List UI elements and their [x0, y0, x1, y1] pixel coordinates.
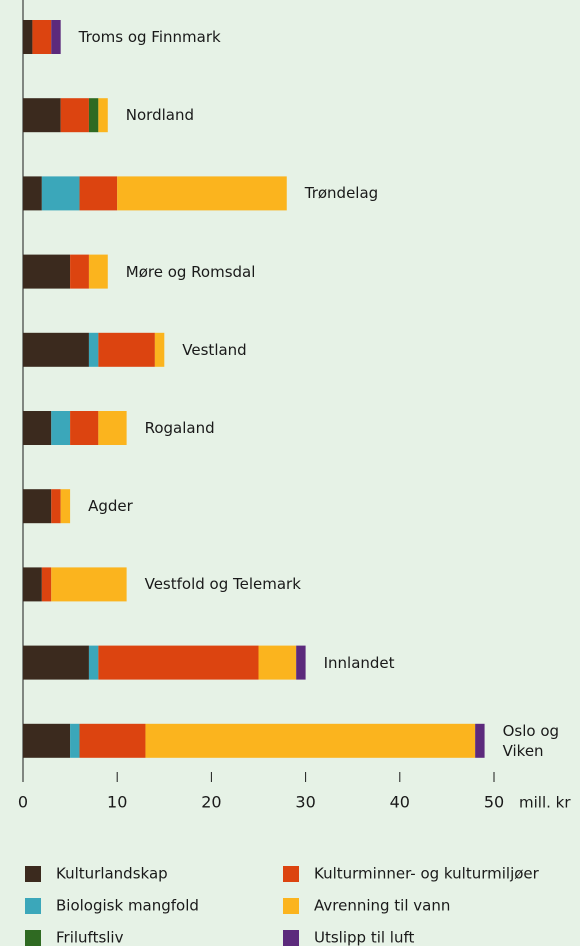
category-label: Troms og Finnmark	[78, 28, 221, 46]
legend-label: Kulturlandskap	[56, 865, 168, 883]
legend-label: Biologisk mangfold	[56, 897, 199, 915]
legend-label: Utslipp til luft	[314, 929, 414, 946]
x-tick-label: 20	[201, 793, 221, 812]
bar-segment	[98, 98, 108, 133]
bar-segment	[145, 723, 476, 758]
bar-segment	[32, 20, 52, 54]
legend-swatch	[283, 866, 299, 882]
x-tick-label: 30	[295, 793, 315, 812]
bar-segment	[88, 332, 99, 367]
bar-segment	[23, 567, 42, 602]
bar-segment	[70, 411, 99, 445]
legend-label: Friluftsliv	[56, 929, 124, 946]
category-label: Agder	[88, 497, 133, 516]
category-label: Møre og Romsdal	[125, 262, 256, 281]
bar-segment	[51, 411, 71, 445]
bar-segment	[88, 98, 99, 133]
bar-segment	[41, 176, 80, 211]
bar-segment	[98, 332, 155, 367]
bar-segment	[79, 176, 118, 211]
bar-segment	[23, 489, 52, 524]
legend-swatch	[283, 930, 299, 946]
bar-segment	[70, 723, 80, 758]
category-label: Innlandet	[323, 653, 395, 672]
category-label: Oslo og Viken	[502, 721, 560, 760]
bar-segment	[51, 489, 61, 524]
bar-segment	[117, 176, 287, 211]
bar-segment	[154, 332, 165, 367]
bar-segment	[98, 411, 127, 445]
bar-segment	[23, 723, 71, 758]
bar-segment	[23, 176, 42, 211]
bar-segment	[23, 332, 89, 367]
bar-segment	[70, 254, 89, 289]
category-label: Rogaland	[144, 419, 215, 437]
bar-segment	[23, 20, 33, 54]
bar-segment	[23, 645, 89, 680]
x-tick-label: 10	[107, 793, 127, 812]
legend-swatch	[25, 866, 41, 882]
bar-segment	[23, 411, 52, 445]
legend-label: Avrenning til vann	[314, 897, 450, 915]
x-unit: mill. kr	[519, 794, 571, 812]
bar-segment	[60, 98, 89, 133]
legend-label: Kulturminner- og kulturmiljøer	[314, 865, 540, 883]
category-label: Vestland	[182, 340, 247, 359]
bar-segment	[296, 645, 306, 680]
bar-segment	[88, 645, 99, 680]
category-label: Vestfold og Telemark	[144, 575, 301, 594]
bar-segment	[41, 567, 52, 602]
bar-segment	[23, 98, 61, 133]
category-label: Nordland	[125, 106, 194, 125]
bar-segment	[258, 645, 297, 680]
bar-segment	[60, 489, 71, 524]
bar-segment	[475, 723, 485, 758]
bar-segment	[98, 645, 259, 680]
category-label: Trøndelag	[304, 184, 379, 203]
bar-segment	[88, 254, 108, 289]
x-tick-label: 50	[484, 793, 504, 812]
bar-segment	[23, 254, 71, 289]
legend-swatch	[25, 930, 41, 946]
x-tick-label: 40	[390, 793, 410, 812]
bar-segment	[51, 20, 61, 54]
bar-segment	[51, 567, 127, 602]
x-tick-label: 0	[18, 793, 28, 812]
bar-segment	[79, 723, 146, 758]
legend-swatch	[25, 898, 41, 914]
legend-swatch	[283, 898, 299, 914]
